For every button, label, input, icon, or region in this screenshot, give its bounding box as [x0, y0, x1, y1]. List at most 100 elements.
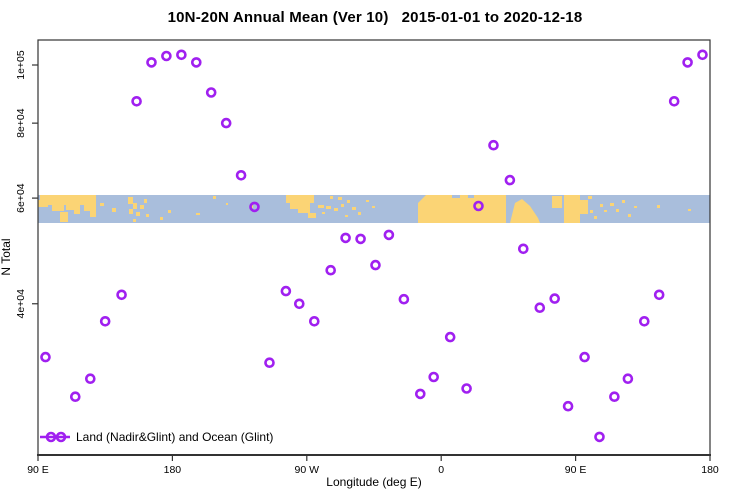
data-point	[70, 391, 81, 403]
map-band-land	[90, 195, 96, 217]
data-point	[280, 285, 292, 297]
data-point	[264, 357, 275, 369]
map-band-land	[308, 213, 316, 218]
x-tick-label: 90 E	[565, 464, 587, 476]
data-point	[579, 351, 590, 363]
legend-point	[55, 431, 67, 443]
legend-point	[45, 431, 57, 443]
map-band-land	[588, 196, 592, 199]
map-band-land	[290, 203, 310, 209]
map-band-land	[590, 210, 593, 213]
y-tick-label: 8e+04	[15, 108, 27, 138]
x-tick-label: 180	[701, 464, 719, 476]
data-point	[205, 87, 217, 98]
map-band-land	[133, 219, 136, 222]
data-point	[697, 49, 708, 61]
map-band-land	[112, 208, 116, 212]
data-point	[517, 243, 529, 255]
data-point	[176, 49, 187, 61]
data-point	[161, 50, 172, 62]
map-band-land	[688, 209, 691, 211]
map-band-land	[322, 212, 325, 214]
data-point	[40, 351, 51, 363]
data-point	[414, 388, 426, 400]
data-point	[249, 201, 260, 213]
map-band-land	[564, 195, 580, 223]
data-point	[131, 96, 142, 107]
map-band-land	[580, 200, 588, 214]
data-point	[473, 200, 484, 212]
map-band-land	[74, 209, 80, 214]
map-band-land	[366, 200, 369, 202]
data-point	[682, 57, 693, 68]
map-band-land	[345, 215, 348, 217]
map-band-ocean-notch	[418, 195, 426, 203]
data-point	[562, 400, 574, 412]
map-band-land	[616, 209, 619, 212]
data-point	[220, 117, 232, 129]
map-band-land	[144, 199, 147, 203]
data-point	[488, 139, 499, 151]
map-band-land	[60, 212, 68, 222]
data-point	[444, 331, 456, 343]
map-band-land	[160, 217, 163, 220]
legend-label: Land (Nadir&Glint) and Ocean (Glint)	[76, 430, 273, 444]
data-point	[370, 259, 381, 271]
data-point	[638, 315, 650, 327]
map-band-land	[136, 212, 140, 216]
map-band-land	[347, 200, 350, 203]
map-band-land	[196, 213, 200, 215]
map-band-land	[622, 200, 625, 203]
data-point	[622, 373, 634, 385]
map-band-land	[628, 214, 631, 217]
map-band-land	[66, 205, 80, 210]
data-point	[461, 383, 472, 394]
map-band-land	[213, 196, 216, 199]
map-band-land	[330, 196, 333, 199]
map-band-land	[298, 209, 310, 213]
map-band-land	[610, 203, 614, 206]
data-point	[308, 315, 320, 327]
data-point	[293, 298, 305, 310]
map-band-ocean	[38, 195, 710, 223]
map-band-land	[100, 203, 104, 206]
map-band-land	[418, 195, 506, 223]
data-point	[668, 96, 680, 107]
map-band-land	[128, 197, 133, 204]
data-point	[146, 57, 157, 68]
y-tick-label: 6e+04	[15, 183, 27, 213]
map-band-land	[133, 203, 137, 209]
chart-title: 10N-20N Annual Mean (Ver 10) 2015-01-01 …	[167, 9, 583, 26]
data-point	[653, 289, 665, 301]
data-point	[325, 264, 337, 276]
map-band-land	[40, 195, 96, 205]
y-tick-label: 1e+05	[15, 50, 27, 80]
y-axis-label: N Total	[0, 238, 13, 276]
data-point	[549, 293, 561, 304]
data-point	[594, 431, 605, 443]
data-point	[340, 232, 351, 244]
data-point	[355, 233, 366, 245]
map-band-land	[129, 209, 133, 214]
y-tick-label: 4e+04	[15, 289, 27, 319]
data-point	[116, 289, 127, 301]
map-band-land	[510, 199, 540, 223]
map-band-ocean-notch	[468, 195, 474, 198]
map-band-land	[286, 195, 314, 203]
x-tick-label: 180	[164, 464, 182, 476]
map-band-land	[334, 208, 338, 211]
plot-border	[37, 39, 711, 456]
map-band-land	[140, 205, 144, 209]
map-band-land	[341, 204, 344, 207]
data-point	[383, 229, 395, 241]
map-band-land	[604, 210, 607, 212]
map-band-land	[318, 205, 324, 208]
map-band-land	[168, 210, 171, 213]
data-point	[85, 373, 96, 385]
map-band-land	[600, 204, 603, 207]
map-band-land	[146, 214, 149, 217]
map-band-land	[326, 206, 331, 209]
map-band-ocean-notch	[506, 195, 520, 212]
map-band-land	[38, 200, 48, 207]
